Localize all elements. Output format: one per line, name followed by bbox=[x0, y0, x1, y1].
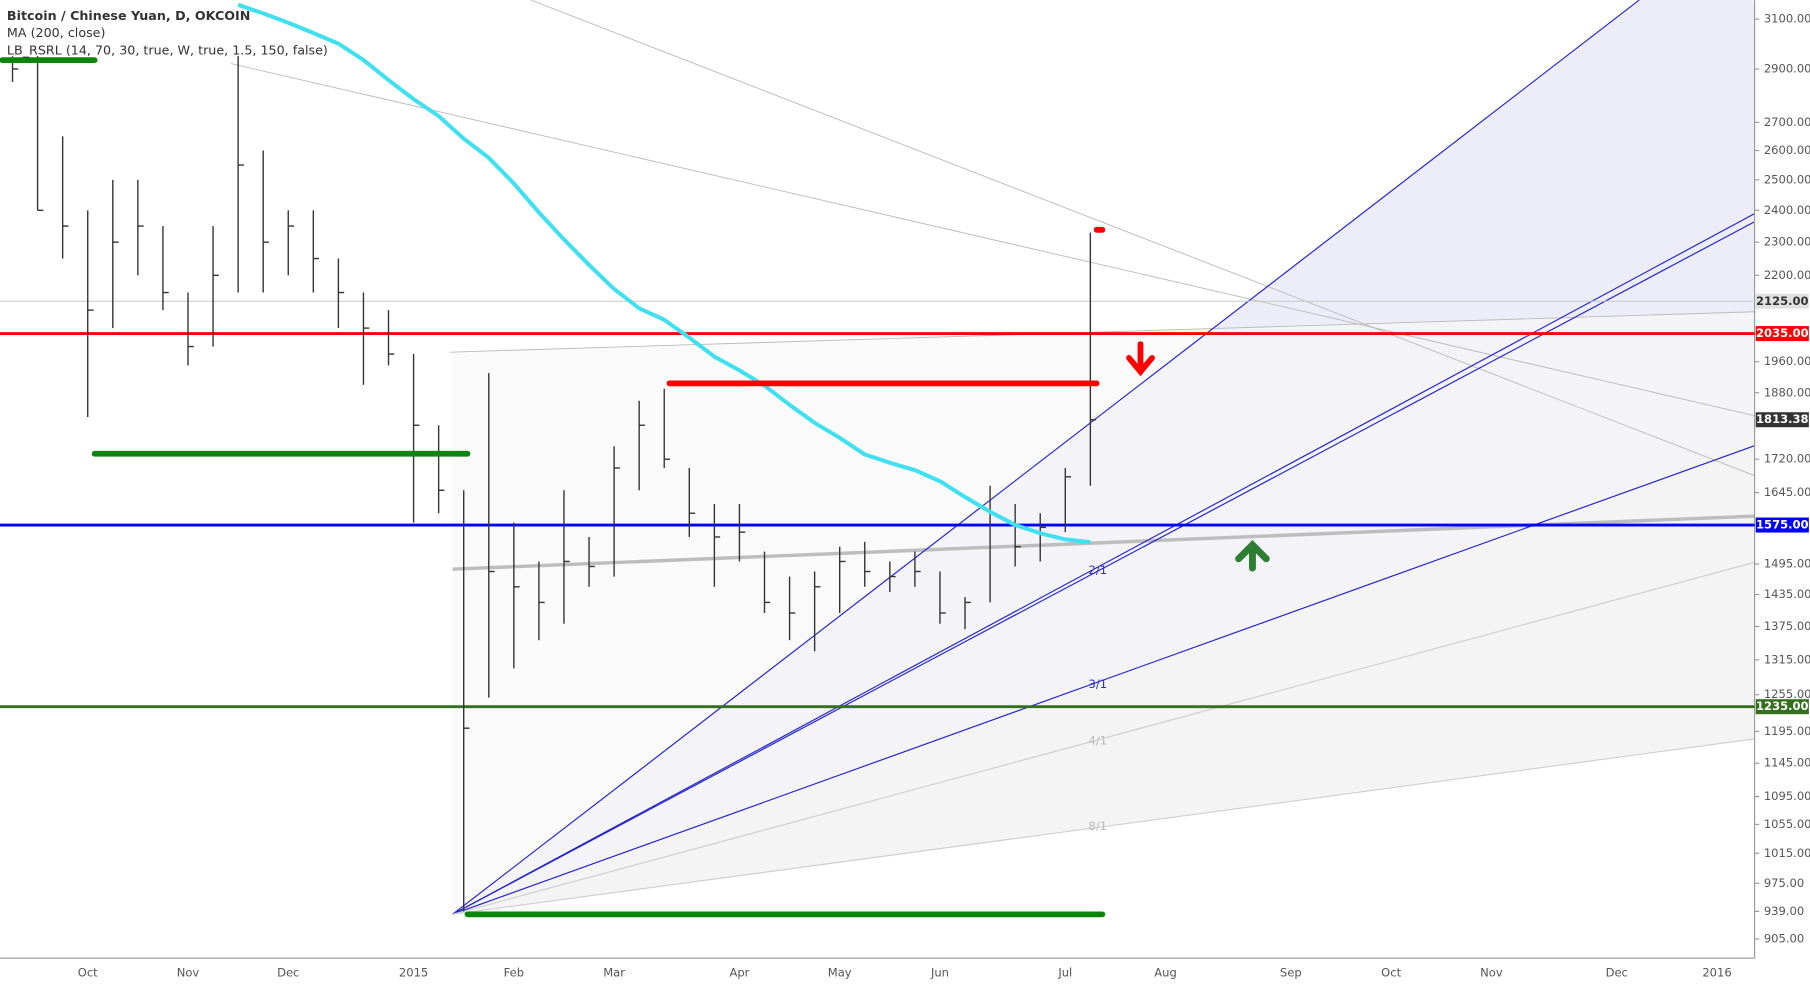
x-tick-label: Sep bbox=[1280, 966, 1302, 980]
y-tick-label: 2400.00 bbox=[1764, 203, 1810, 217]
x-tick-label: 2016 bbox=[1702, 966, 1731, 980]
x-tick-label: Dec bbox=[277, 966, 299, 980]
price-tag-label: 1575.00 bbox=[1756, 518, 1809, 532]
fan-label: 8/1 bbox=[1089, 819, 1108, 833]
up-arrow bbox=[1235, 540, 1270, 572]
x-tick-label: Dec bbox=[1606, 966, 1628, 980]
fan-label: 2/1 bbox=[1089, 563, 1108, 577]
y-tick-label: 1255.00 bbox=[1764, 687, 1810, 701]
y-tick-label: 1880.00 bbox=[1764, 385, 1810, 399]
y-tick-label: 1375.00 bbox=[1764, 619, 1810, 633]
price-tag-label: 1235.00 bbox=[1756, 699, 1809, 713]
y-tick-label: 975.00 bbox=[1764, 876, 1804, 890]
fan-line bbox=[452, 0, 1640, 915]
fan-zone bbox=[452, 311, 1755, 915]
price-tag bbox=[1755, 412, 1809, 428]
chart-title: Bitcoin / Chinese Yuan, D, OKCOIN bbox=[7, 8, 250, 23]
y-tick-label: 1095.00 bbox=[1764, 789, 1810, 803]
price-tag bbox=[1755, 326, 1809, 342]
x-tick-label: Jun bbox=[930, 966, 949, 980]
x-tick-label: Aug bbox=[1154, 966, 1177, 980]
y-tick-label: 2700.00 bbox=[1764, 115, 1810, 129]
fan-line bbox=[452, 213, 1755, 915]
price-tag-label: 2125.00 bbox=[1756, 294, 1809, 308]
indicator-label: MA (200, close) bbox=[7, 25, 106, 40]
y-tick-label: 1015.00 bbox=[1764, 846, 1810, 860]
x-tick-label: 2015 bbox=[399, 966, 428, 980]
y-tick-label: 1145.00 bbox=[1764, 756, 1810, 770]
y-tick-label: 1645.00 bbox=[1764, 485, 1810, 499]
fan-line bbox=[452, 738, 1755, 915]
price-tag bbox=[1755, 293, 1809, 309]
x-tick-label: Oct bbox=[1381, 966, 1401, 980]
price-tag bbox=[1755, 517, 1809, 533]
y-tick-label: 2500.00 bbox=[1764, 172, 1810, 186]
fan-line bbox=[452, 221, 1755, 915]
trend-line bbox=[530, 0, 1755, 477]
y-tick-label: 2600.00 bbox=[1764, 143, 1810, 157]
y-tick-label: 2200.00 bbox=[1764, 268, 1810, 282]
y-tick-label: 1960.00 bbox=[1764, 354, 1810, 368]
y-tick-label: 1195.00 bbox=[1764, 724, 1810, 738]
price-tag-label: 1813.38 bbox=[1756, 412, 1809, 426]
x-tick-label: Oct bbox=[78, 966, 98, 980]
y-tick-label: 1055.00 bbox=[1764, 817, 1810, 831]
fan-line bbox=[452, 561, 1755, 915]
y-tick-label: 939.00 bbox=[1764, 904, 1804, 918]
y-tick-label: 1720.00 bbox=[1764, 452, 1810, 466]
x-tick-label: Apr bbox=[729, 966, 749, 980]
y-tick-label: 1315.00 bbox=[1764, 652, 1810, 666]
price-tag-label: 2035.00 bbox=[1756, 326, 1809, 340]
x-tick-label: Nov bbox=[1480, 966, 1503, 980]
fan-label: 4/1 bbox=[1089, 734, 1108, 748]
y-tick-label: 2300.00 bbox=[1764, 235, 1810, 249]
x-tick-label: Mar bbox=[603, 966, 625, 980]
indicator-label: LB_RSRL (14, 70, 30, true, W, true, 1.5,… bbox=[7, 42, 328, 57]
y-tick-label: 2900.00 bbox=[1764, 61, 1810, 75]
y-tick-label: 905.00 bbox=[1764, 931, 1804, 945]
x-tick-label: May bbox=[828, 966, 852, 980]
y-tick-label: 1495.00 bbox=[1764, 556, 1810, 570]
down-arrow bbox=[1126, 341, 1155, 377]
y-tick-label: 1435.00 bbox=[1764, 587, 1810, 601]
x-tick-label: Jul bbox=[1057, 966, 1072, 980]
moving-average bbox=[237, 2, 1091, 545]
fan-label: 3/1 bbox=[1089, 677, 1108, 691]
y-tick-label: 3100.00 bbox=[1764, 12, 1810, 26]
x-tick-label: Feb bbox=[504, 966, 524, 980]
x-tick-label: Nov bbox=[177, 966, 200, 980]
price-tag bbox=[1755, 699, 1809, 715]
trend-line bbox=[450, 311, 1755, 353]
